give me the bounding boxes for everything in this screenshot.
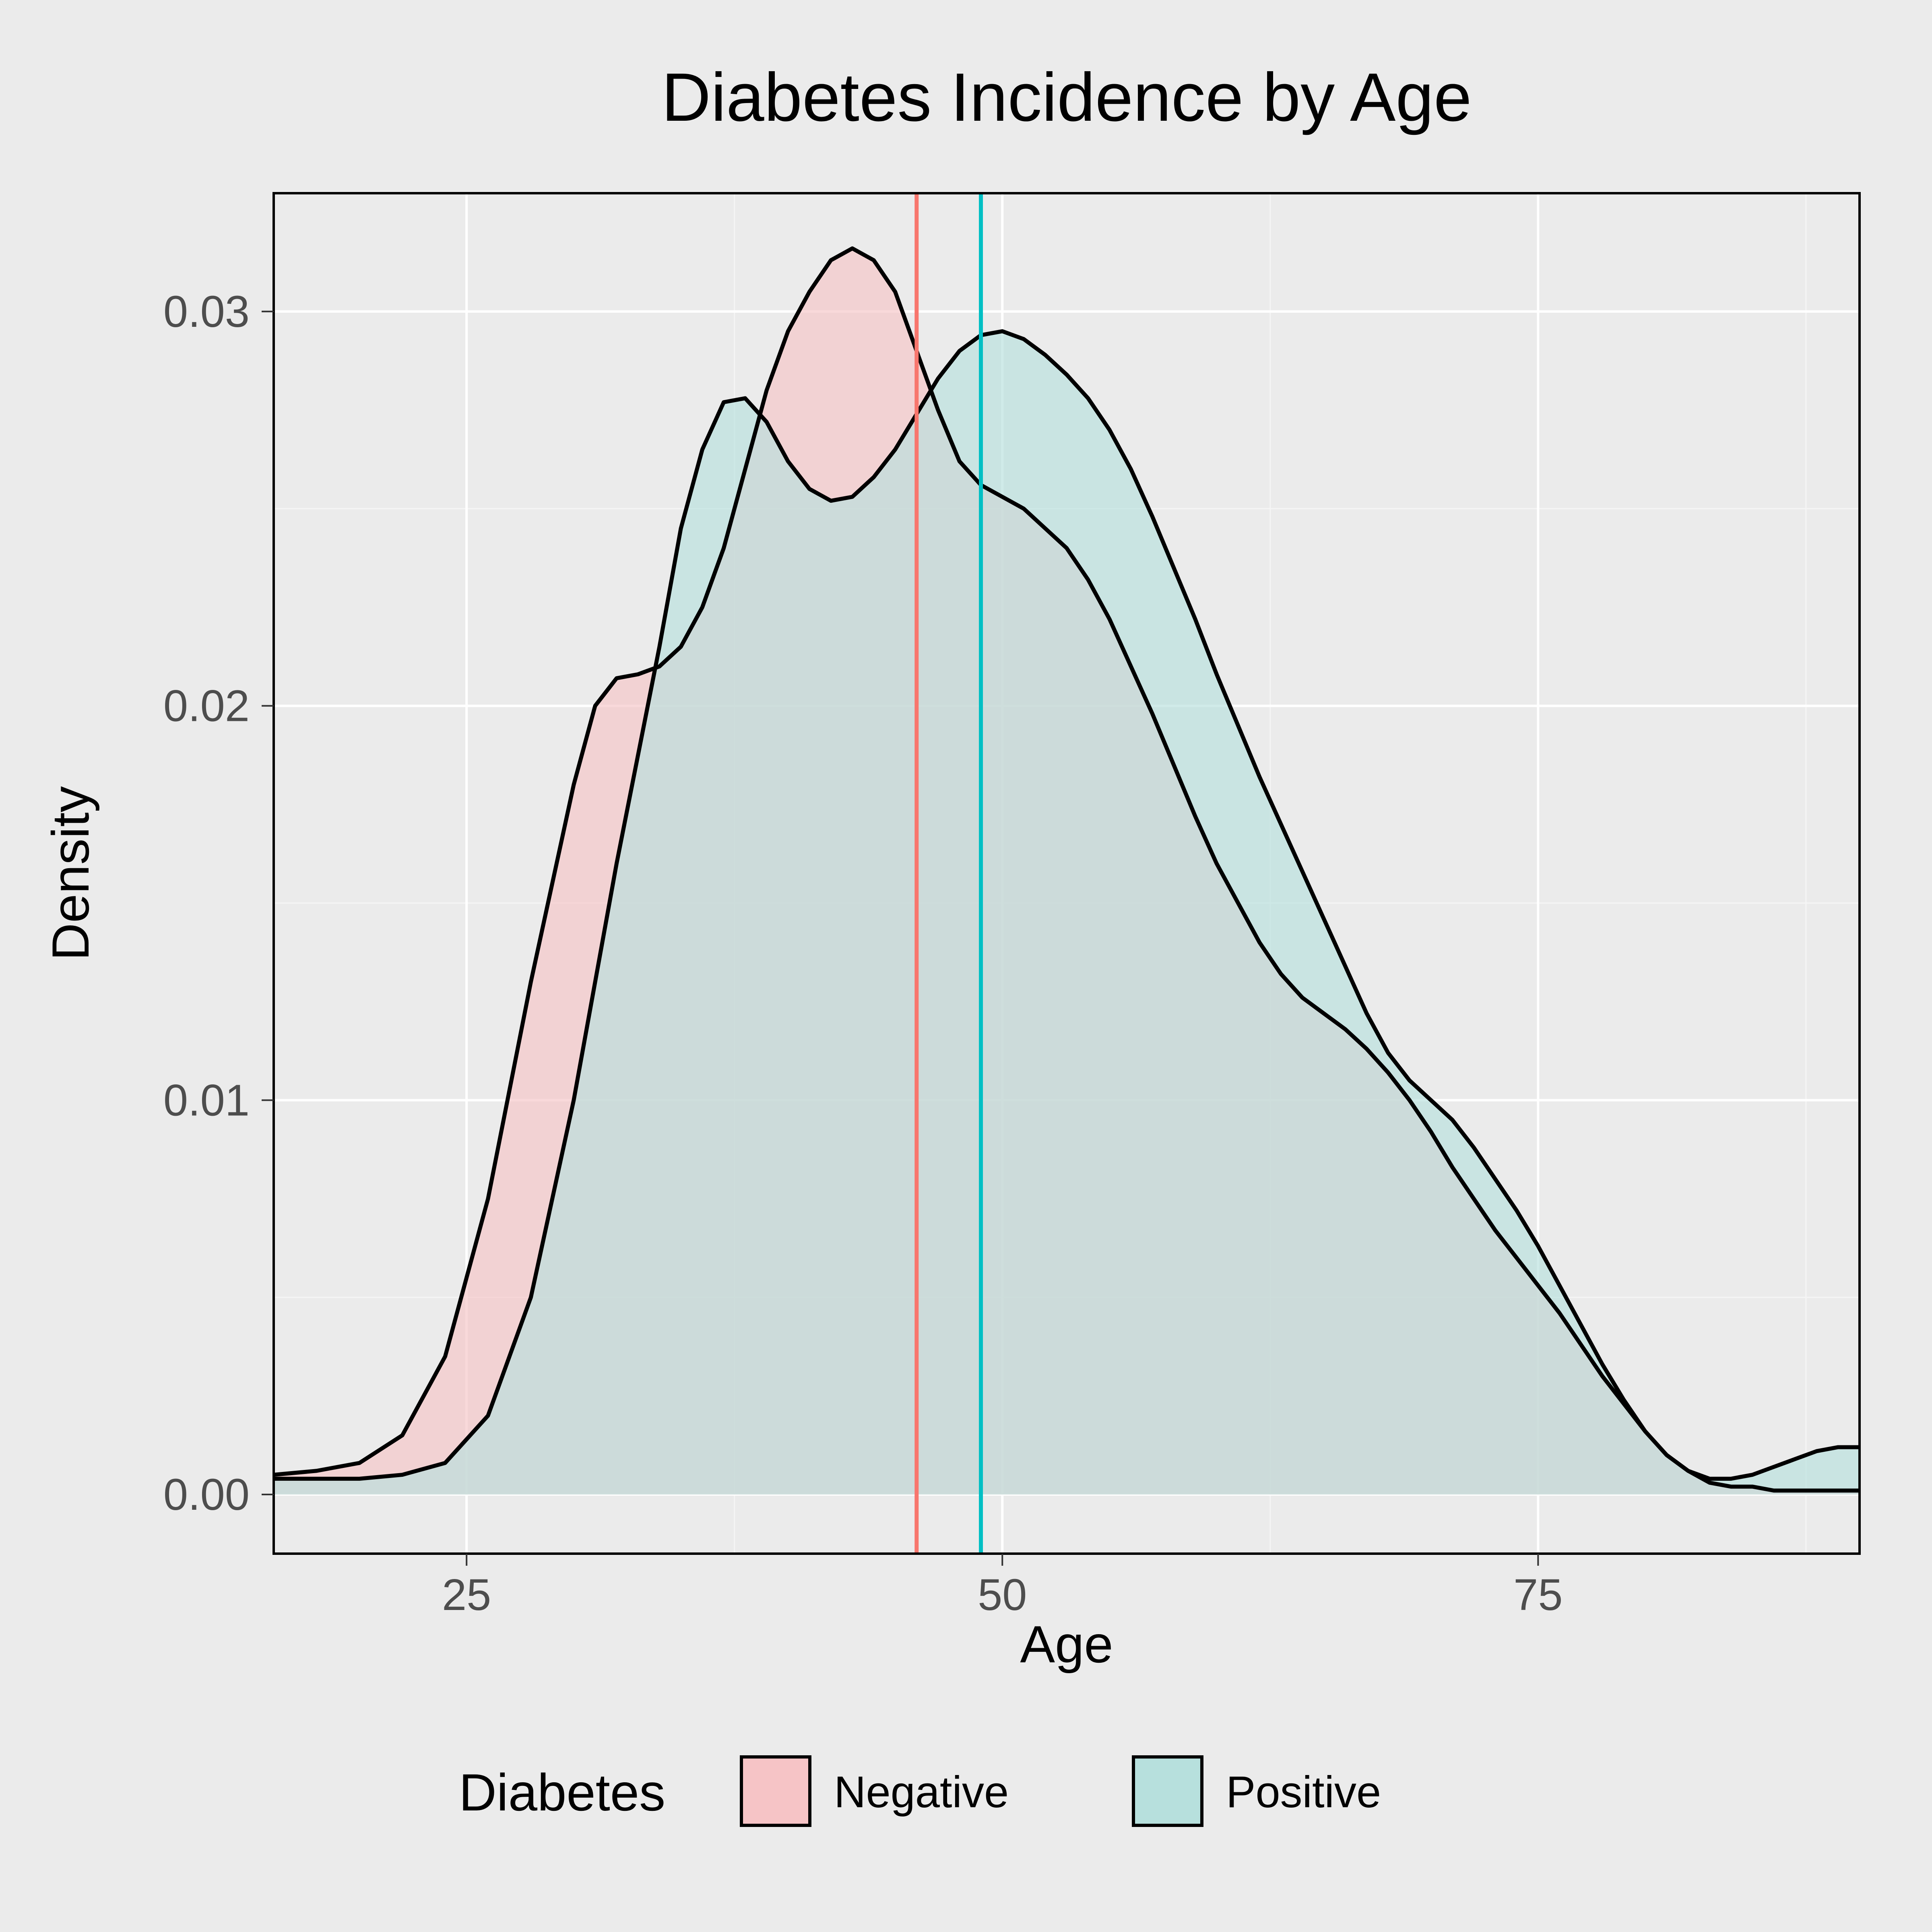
x-tick-label: 25	[442, 1570, 491, 1620]
legend-swatch-negative	[741, 1757, 810, 1825]
legend-title: Diabetes	[459, 1763, 665, 1822]
y-axis-label: Density	[41, 786, 100, 960]
chart-container: { "chart": { "type": "density", "title":…	[0, 0, 1932, 1932]
legend-label-positive: Positive	[1226, 1767, 1381, 1817]
y-tick-label: 0.03	[163, 287, 250, 336]
y-tick-label: 0.02	[163, 681, 250, 731]
y-tick-label: 0.00	[163, 1470, 250, 1519]
chart-title: Diabetes Incidence by Age	[661, 59, 1472, 136]
x-tick-label: 75	[1513, 1570, 1563, 1620]
y-tick-label: 0.01	[163, 1075, 250, 1125]
legend-swatch-positive	[1133, 1757, 1202, 1825]
x-axis-label: Age	[1020, 1615, 1113, 1674]
legend-label-negative: Negative	[834, 1767, 1009, 1817]
x-tick-label: 50	[978, 1570, 1027, 1620]
density-chart-svg: Diabetes Incidence by Age 25 50 75 0.00 0.01 0…	[0, 0, 1932, 1932]
legend: Diabetes Negative Positive	[459, 1757, 1381, 1825]
